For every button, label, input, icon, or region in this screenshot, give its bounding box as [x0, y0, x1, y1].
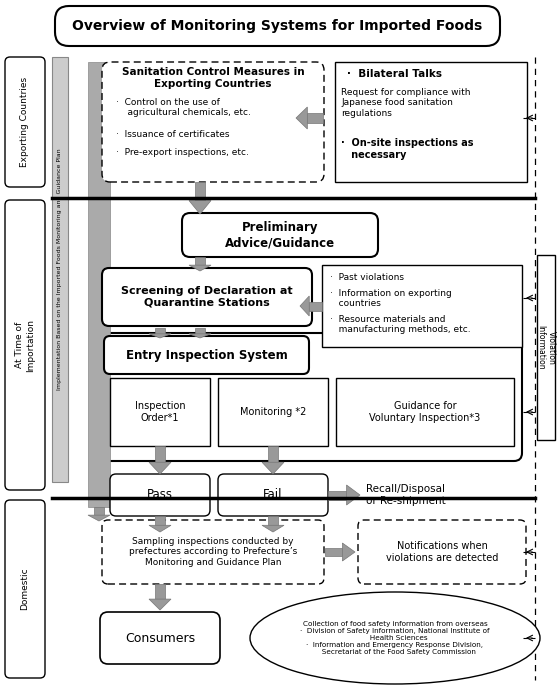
FancyBboxPatch shape — [5, 57, 45, 187]
Text: ·  Information on exporting
   countries: · Information on exporting countries — [330, 289, 452, 308]
Text: Pass: Pass — [147, 488, 173, 502]
Polygon shape — [155, 584, 165, 599]
Text: Overview of Monitoring Systems for Imported Foods: Overview of Monitoring Systems for Impor… — [72, 19, 482, 33]
Text: Consumers: Consumers — [125, 632, 195, 645]
Text: Sampling inspections conducted by
prefectures according to Prefecture’s
Monitori: Sampling inspections conducted by prefec… — [129, 537, 297, 567]
Polygon shape — [189, 334, 211, 338]
Polygon shape — [155, 516, 165, 525]
Polygon shape — [189, 201, 211, 214]
FancyBboxPatch shape — [102, 268, 312, 326]
Bar — [336, 378, 514, 446]
Text: Implementation Based on the Imported Foods Monitoring and Guidance Plan: Implementation Based on the Imported Foo… — [57, 149, 62, 390]
FancyBboxPatch shape — [100, 612, 220, 664]
FancyBboxPatch shape — [102, 520, 324, 584]
Polygon shape — [268, 516, 278, 525]
Text: Exporting Countries: Exporting Countries — [21, 77, 30, 167]
Polygon shape — [195, 257, 205, 265]
Bar — [110, 378, 210, 446]
Ellipse shape — [250, 592, 540, 684]
FancyBboxPatch shape — [110, 474, 210, 516]
Text: Guidance for
Voluntary Inspection*3: Guidance for Voluntary Inspection*3 — [369, 401, 481, 423]
FancyBboxPatch shape — [102, 333, 522, 461]
Text: ·  Issuance of certificates: · Issuance of certificates — [116, 130, 229, 139]
Text: Preliminary
Advice/Guidance: Preliminary Advice/Guidance — [225, 221, 335, 249]
Bar — [322, 265, 522, 347]
Polygon shape — [149, 599, 171, 610]
Text: ·  On-site inspections as
   necessary: · On-site inspections as necessary — [341, 138, 473, 160]
Polygon shape — [346, 485, 360, 505]
Polygon shape — [343, 543, 355, 561]
FancyBboxPatch shape — [358, 520, 526, 584]
Text: Inspection
Order*1: Inspection Order*1 — [135, 401, 185, 423]
Bar — [88, 62, 110, 507]
Bar — [335, 62, 527, 182]
FancyBboxPatch shape — [5, 500, 45, 678]
Polygon shape — [307, 113, 323, 123]
Polygon shape — [195, 328, 205, 334]
Text: ·  Bilateral Talks: · Bilateral Talks — [347, 69, 442, 79]
Text: ·  Control on the use of
    agricultural chemicals, etc.: · Control on the use of agricultural che… — [116, 98, 251, 118]
FancyBboxPatch shape — [55, 6, 500, 46]
Text: Collection of food safety information from overseas
·  Division of Safety Inform: Collection of food safety information fr… — [300, 621, 490, 655]
FancyBboxPatch shape — [5, 200, 45, 490]
FancyBboxPatch shape — [102, 62, 324, 182]
Polygon shape — [149, 462, 171, 474]
Polygon shape — [155, 328, 165, 334]
Polygon shape — [149, 334, 171, 338]
Text: Fail: Fail — [263, 488, 283, 502]
Text: Recall/Disposal
or Re-shipment: Recall/Disposal or Re-shipment — [366, 484, 446, 506]
Polygon shape — [309, 301, 322, 310]
Polygon shape — [189, 265, 211, 271]
Bar — [52, 57, 68, 482]
Text: Domestic: Domestic — [21, 568, 30, 610]
Polygon shape — [262, 525, 284, 532]
Bar — [537, 255, 555, 440]
Bar — [218, 378, 328, 446]
Text: Sanitation Control Measures in
Exporting Countries: Sanitation Control Measures in Exporting… — [121, 67, 304, 89]
Text: Entry Inspection System: Entry Inspection System — [126, 349, 287, 361]
Text: Screening of Declaration at
Quarantine Stations: Screening of Declaration at Quarantine S… — [121, 286, 293, 308]
Text: ·  Resource materials and
   manufacturing methods, etc.: · Resource materials and manufacturing m… — [330, 315, 471, 334]
FancyBboxPatch shape — [104, 336, 309, 374]
Polygon shape — [149, 525, 171, 532]
Polygon shape — [296, 107, 307, 129]
FancyBboxPatch shape — [218, 474, 328, 516]
Polygon shape — [300, 296, 309, 316]
Polygon shape — [325, 548, 343, 556]
Text: At Time of
Importation: At Time of Importation — [15, 319, 35, 372]
Text: Notifications when
violations are detected: Notifications when violations are detect… — [386, 541, 498, 563]
Text: Request for compliance with
Japanese food sanitation
regulations: Request for compliance with Japanese foo… — [341, 88, 471, 118]
Polygon shape — [94, 507, 104, 515]
Polygon shape — [268, 446, 278, 462]
Text: ·  Pre-export inspections, etc.: · Pre-export inspections, etc. — [116, 148, 249, 157]
Polygon shape — [195, 182, 205, 201]
Text: ·  Past violations: · Past violations — [330, 273, 404, 282]
FancyBboxPatch shape — [182, 213, 378, 257]
Polygon shape — [328, 491, 346, 499]
Polygon shape — [155, 446, 165, 462]
Text: Monitoring *2: Monitoring *2 — [240, 407, 306, 417]
Polygon shape — [88, 515, 110, 521]
Text: Violation
Information: Violation Information — [536, 325, 556, 370]
Polygon shape — [262, 462, 284, 474]
